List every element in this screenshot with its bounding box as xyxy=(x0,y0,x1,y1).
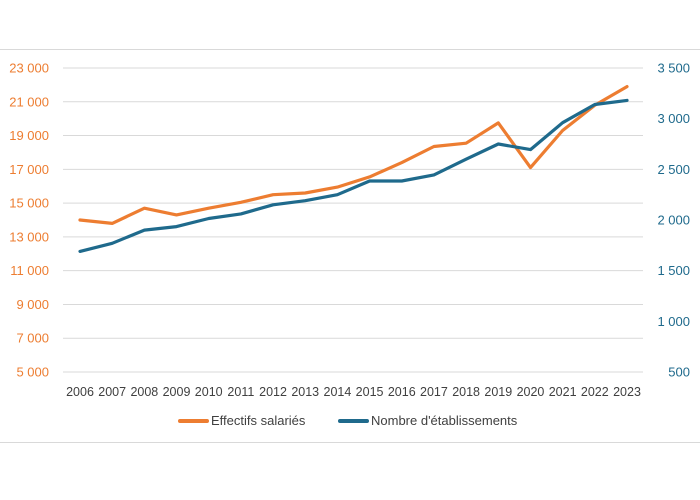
right-tick-label: 3 500 xyxy=(657,61,690,76)
chart-bottom-border xyxy=(0,442,700,443)
left-tick-label: 21 000 xyxy=(9,94,49,109)
x-tick-label: 2012 xyxy=(259,385,287,399)
left-tick-label: 9 000 xyxy=(16,297,49,312)
left-tick-label: 17 000 xyxy=(9,162,49,177)
x-tick-label: 2016 xyxy=(388,385,416,399)
left-tick-label: 5 000 xyxy=(16,365,49,380)
x-tick-label: 2008 xyxy=(130,385,158,399)
right-y-axis: 500 1 000 1 500 2 000 2 500 3 000 3 500 xyxy=(657,61,690,380)
left-tick-label: 15 000 xyxy=(9,196,49,211)
left-tick-label: 13 000 xyxy=(9,229,49,244)
chart-top-border xyxy=(0,49,700,50)
x-tick-label: 2011 xyxy=(227,385,254,399)
x-tick-label: 2021 xyxy=(549,385,577,399)
x-tick-label: 2015 xyxy=(356,385,384,399)
series-line-etablissements xyxy=(78,98,629,253)
x-tick-label: 2014 xyxy=(324,385,352,399)
left-tick-label: 11 000 xyxy=(10,263,49,278)
x-tick-label: 2006 xyxy=(66,385,94,399)
left-tick-label: 19 000 xyxy=(9,128,49,143)
series-lines xyxy=(78,84,629,253)
right-tick-label: 2 500 xyxy=(657,162,690,177)
right-tick-label: 1 500 xyxy=(657,263,690,278)
x-tick-label: 2009 xyxy=(163,385,191,399)
legend-label-effectifs: Effectifs salariés xyxy=(211,413,306,428)
left-tick-label: 7 000 xyxy=(16,331,49,346)
x-tick-label: 2020 xyxy=(517,385,545,399)
x-tick-label: 2018 xyxy=(452,385,480,399)
left-tick-label: 23 000 xyxy=(9,61,49,76)
x-tick-label: 2010 xyxy=(195,385,223,399)
gridlines xyxy=(63,67,643,373)
series-line-effectifs xyxy=(78,84,629,225)
x-axis: 2006 2007 2008 2009 2010 2011 2012 2013 2014 2015… xyxy=(66,385,641,399)
right-tick-label: 3 000 xyxy=(657,111,690,126)
right-tick-label: 500 xyxy=(668,365,690,380)
x-tick-label: 2013 xyxy=(291,385,319,399)
x-tick-label: 2023 xyxy=(613,385,641,399)
right-tick-label: 1 000 xyxy=(657,314,690,329)
x-tick-label: 2022 xyxy=(581,385,609,399)
x-tick-label: 2007 xyxy=(98,385,126,399)
right-tick-label: 2 000 xyxy=(657,213,690,228)
legend: Effectifs salariés Nombre d'établissemen… xyxy=(178,413,518,428)
legend-label-etablissements: Nombre d'établissements xyxy=(371,413,518,428)
x-tick-label: 2019 xyxy=(484,385,512,399)
left-y-axis: 5 000 7 000 9 000 11 000 13 000 15 000 17 000 1… xyxy=(9,61,49,380)
x-tick-label: 2017 xyxy=(420,385,448,399)
